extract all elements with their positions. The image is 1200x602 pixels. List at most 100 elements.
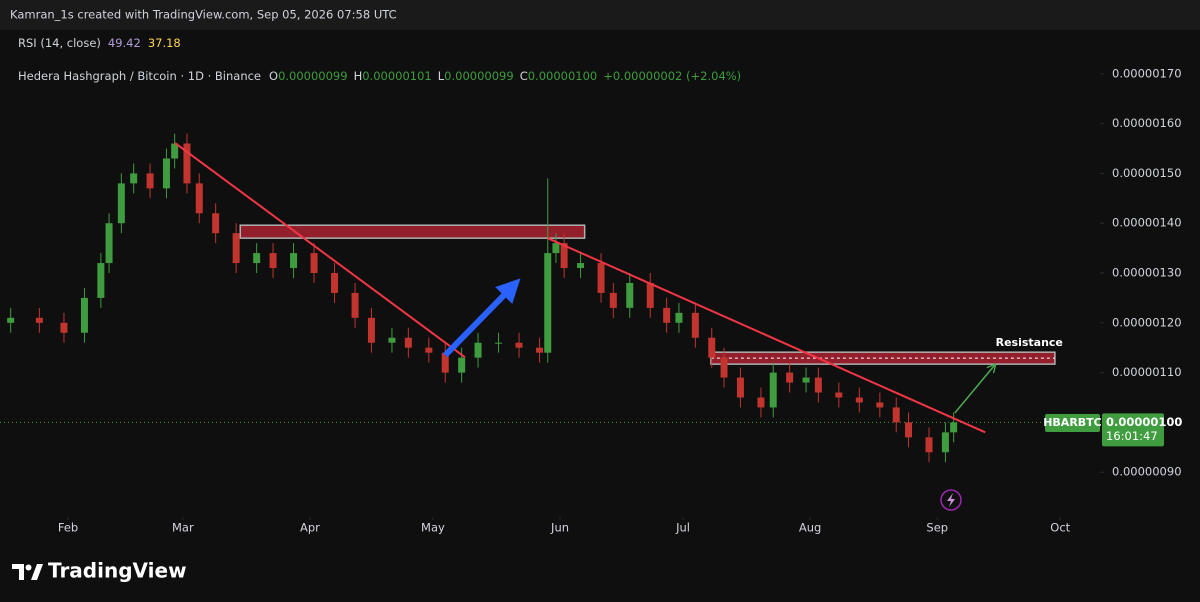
arrow xyxy=(954,365,995,414)
candle-body xyxy=(290,253,298,269)
candle-body xyxy=(769,372,777,408)
symbol-tag-bg xyxy=(1045,414,1100,432)
resistance-zone xyxy=(710,351,1056,365)
price-tag-bg xyxy=(1102,413,1164,447)
candle-body xyxy=(171,143,179,159)
lightning-icon xyxy=(940,489,962,511)
candle-body xyxy=(905,422,913,438)
candle-body xyxy=(367,317,375,343)
x-tick-label: May xyxy=(421,521,445,535)
y-tick-label: 0.00000150 xyxy=(1112,166,1182,180)
candle-body xyxy=(515,342,523,348)
ohlc-key: O xyxy=(269,69,278,83)
candle-body xyxy=(117,183,125,224)
candle-body xyxy=(331,273,339,293)
candle-body xyxy=(708,337,716,358)
candle-body xyxy=(212,213,220,234)
attribution: Kamran_1s created with TradingView.com, … xyxy=(10,8,397,22)
candle-body xyxy=(941,432,949,453)
candle-body xyxy=(404,337,412,348)
candle-body xyxy=(675,312,683,323)
candle-body xyxy=(646,282,654,308)
candle-body xyxy=(232,233,240,264)
candle-body xyxy=(786,372,794,383)
last-price-label: 0.00000100 xyxy=(1106,415,1182,429)
candle-body xyxy=(130,173,138,184)
ohlc-value: 0.00000099 xyxy=(444,69,514,83)
candle-body xyxy=(552,243,560,254)
y-tick-label: 0.00000140 xyxy=(1112,216,1182,230)
candle-body xyxy=(757,397,765,408)
candle-body xyxy=(691,312,699,338)
candle-body xyxy=(720,357,728,378)
candle-body xyxy=(802,377,810,383)
ohlc-change: +0.00000002 (+2.04%) xyxy=(603,69,741,83)
candle-body xyxy=(7,317,15,323)
brand-name: TradingView xyxy=(48,559,187,583)
candle-body xyxy=(35,317,43,323)
x-tick-label: Jul xyxy=(675,521,690,535)
y-tick-label: 0.00000110 xyxy=(1112,365,1182,379)
y-tick-label: 0.00000090 xyxy=(1112,465,1182,479)
candle-body xyxy=(855,397,863,403)
candle-body xyxy=(560,243,568,269)
ohlc-value: 0.00000099 xyxy=(278,69,348,83)
candle-body xyxy=(162,158,170,189)
x-tick-label: Feb xyxy=(58,521,78,535)
candle-body xyxy=(441,352,449,373)
candle-body xyxy=(195,183,203,214)
ohlc-value: 0.00000100 xyxy=(528,69,598,83)
x-tick-label: Aug xyxy=(799,521,821,535)
ohlc-key: C xyxy=(520,69,528,83)
indicator-value: 37.18 xyxy=(148,36,181,50)
candle-body xyxy=(183,143,191,184)
candle-body xyxy=(253,253,261,264)
x-tick-label: Sep xyxy=(926,521,948,535)
ohlc-key: L xyxy=(438,69,445,83)
ohlc-key: H xyxy=(354,69,363,83)
candle-body xyxy=(474,342,482,358)
symbol-title: Hedera Hashgraph / Bitcoin · 1D · Binanc… xyxy=(18,69,261,83)
indicator-legend: RSI (14, close) 49.42 37.18 xyxy=(18,36,181,50)
candle-body xyxy=(536,347,544,353)
x-tick-label: Apr xyxy=(300,521,320,535)
candle-body xyxy=(80,297,88,333)
y-tick-label: 0.00000120 xyxy=(1112,315,1182,329)
symbol-tag: HBARBTC xyxy=(1043,416,1102,429)
candle-body xyxy=(97,263,105,298)
candle-body xyxy=(577,263,585,269)
ohlc-value: 0.00000101 xyxy=(362,69,432,83)
trendline xyxy=(174,142,466,358)
candle-body xyxy=(892,407,900,423)
top-bar xyxy=(0,0,1200,30)
candle-body xyxy=(495,342,503,344)
y-tick-label: 0.00000130 xyxy=(1112,266,1182,280)
candle-body xyxy=(310,253,318,274)
candle-body xyxy=(876,402,884,408)
candle-body xyxy=(105,223,113,264)
symbol-legend: Hedera Hashgraph / Bitcoin · 1D · Binanc… xyxy=(18,69,741,83)
candle-body xyxy=(663,307,671,323)
candle-body xyxy=(146,173,154,189)
candle-body xyxy=(835,392,843,398)
x-tick-label: Jun xyxy=(550,521,569,535)
candle-body xyxy=(609,292,617,308)
candle-body xyxy=(597,263,605,293)
candle-body xyxy=(458,357,466,373)
candle-body xyxy=(388,337,396,343)
candle-body xyxy=(351,292,359,318)
candle-body xyxy=(544,253,552,353)
candle-body xyxy=(60,322,68,333)
plot: 0.00000170 0.00000160 0.00000150 0.00000140… xyxy=(0,66,1182,535)
arrow xyxy=(443,278,521,358)
trendline xyxy=(547,237,986,434)
candle-body xyxy=(925,437,933,453)
x-tick-label: Oct xyxy=(1050,521,1070,535)
countdown: 16:01:47 xyxy=(1106,429,1158,443)
candle-body xyxy=(736,377,744,398)
resistance-zone xyxy=(239,224,586,239)
indicator-value: 49.42 xyxy=(108,36,141,50)
y-tick-label: 0.00000160 xyxy=(1112,116,1182,130)
